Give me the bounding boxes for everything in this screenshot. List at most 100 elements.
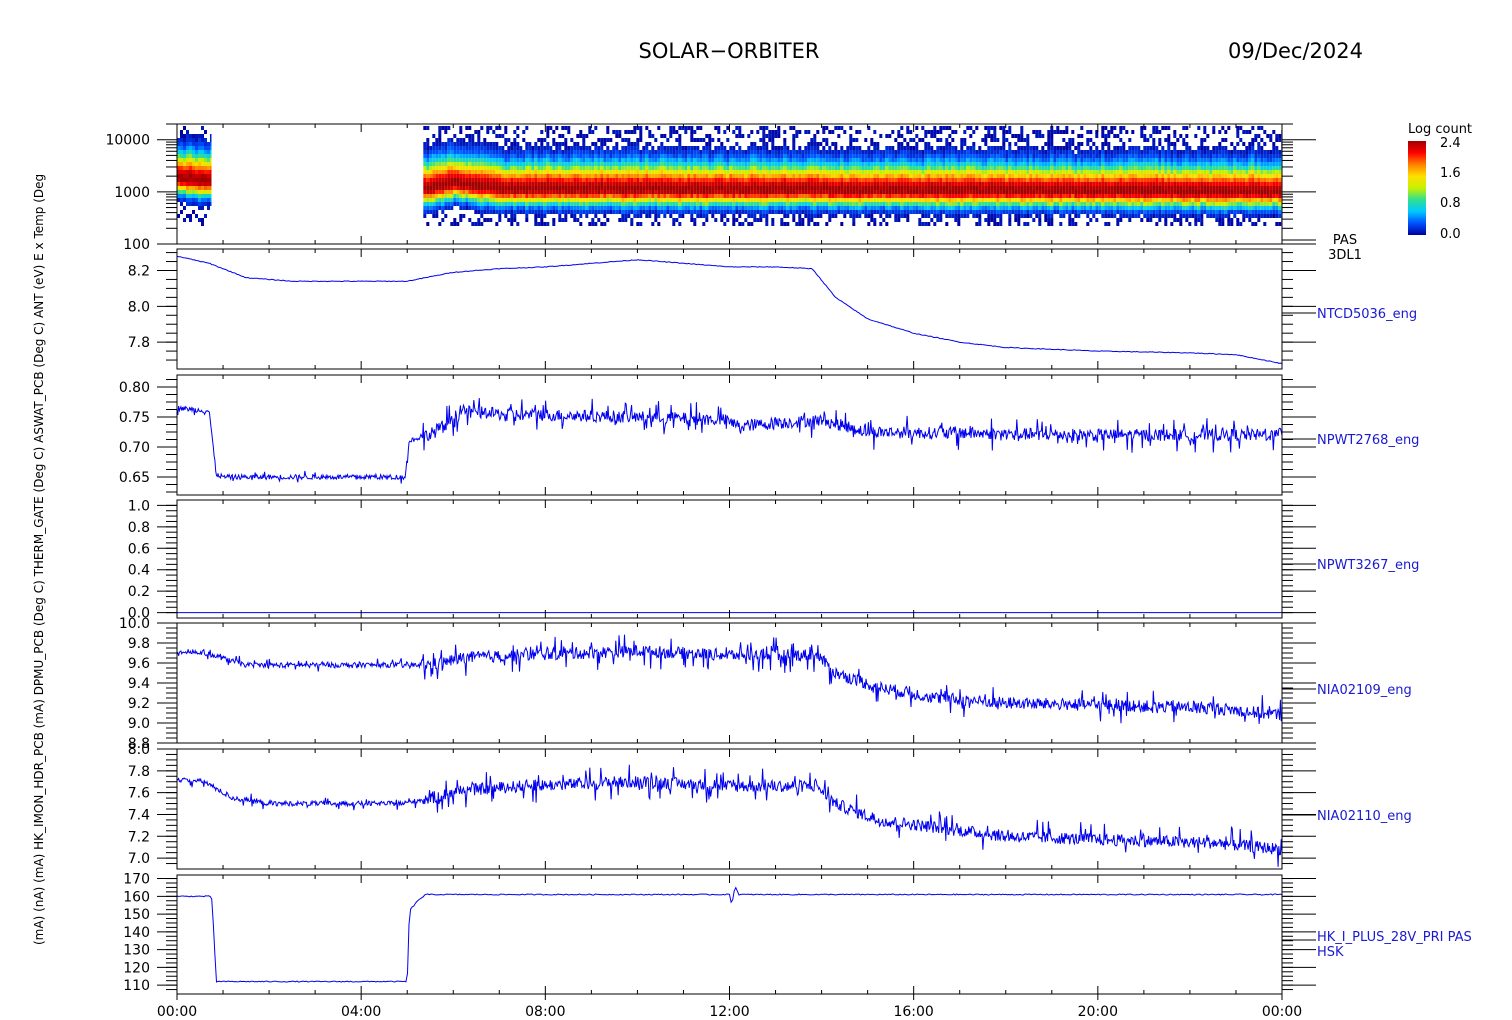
spectrogram-cell (1119, 150, 1123, 154)
spectrogram-cell (843, 178, 847, 182)
spectrogram-cell (1128, 206, 1132, 210)
spectrogram-cell (1107, 186, 1111, 190)
spectrogram-cell (642, 206, 646, 210)
spectrogram-cell (687, 146, 691, 150)
spectrogram-cell (846, 158, 850, 162)
spectrogram-cell (858, 186, 862, 190)
spectrogram-cell (852, 178, 856, 182)
spectrogram-cell (570, 170, 574, 174)
spectrogram-cell (888, 166, 892, 170)
spectrogram-cell (1002, 206, 1006, 210)
spectrogram-cell (180, 138, 183, 142)
spectrogram-cell (483, 162, 487, 166)
spectrogram-cell (423, 154, 427, 158)
spectrogram-cell (957, 190, 961, 194)
spectrogram-cell (177, 138, 180, 142)
spectrogram-cell (912, 178, 916, 182)
spectrogram-cell (921, 166, 925, 170)
spectrogram-cell (783, 202, 787, 206)
spectrogram-cell (456, 142, 460, 146)
spectrogram-cell (870, 194, 874, 198)
spectrogram-cell (1110, 206, 1114, 210)
spectrogram-cell (714, 186, 718, 190)
spectrogram-cell (660, 182, 664, 186)
spectrogram-cell (951, 166, 955, 170)
date-label: 09/Dec/2024 (1228, 39, 1363, 63)
spectrogram-cell (528, 198, 532, 202)
spectrogram-cell (633, 214, 637, 218)
spectrogram-cell (708, 194, 712, 198)
spectrogram-cell (915, 198, 919, 202)
spectrogram-cell (591, 154, 595, 158)
spectrogram-cell (924, 222, 928, 226)
spectrogram-cell (528, 174, 532, 178)
spectrogram-cell (1065, 170, 1069, 174)
spectrogram-cell (990, 218, 994, 222)
y-axis-title: (mA) (nA) (mA) HK_IMON_HDR_PCB (mA) DPMU… (32, 174, 46, 945)
spectrogram-cell (621, 202, 625, 206)
spectrogram-cell (696, 206, 700, 210)
spectrogram-cell (687, 126, 691, 130)
spectrogram-cell (462, 150, 466, 154)
spectrogram-cell (693, 198, 697, 202)
spectrogram-cell (963, 198, 967, 202)
spectrogram-cell (210, 174, 212, 178)
spectrogram-cell (516, 150, 520, 154)
spectrogram-cell (804, 166, 808, 170)
spectrogram-cell (570, 214, 574, 218)
spectrogram-cell (822, 202, 826, 206)
spectrogram-cell (516, 206, 520, 210)
spectrogram-cell (741, 190, 745, 194)
spectrogram-cell (666, 198, 670, 202)
spectrogram-cell (576, 182, 580, 186)
spectrogram-cell (522, 182, 526, 186)
spectrogram-cell (1071, 190, 1075, 194)
spectrogram-cell (915, 166, 919, 170)
spectrogram-cell (534, 222, 538, 226)
spectrogram-cell (828, 162, 832, 166)
spectrogram-cell (666, 166, 670, 170)
spectrogram-cell (198, 206, 201, 210)
spectrogram-cell (900, 162, 904, 166)
spectrogram-cell (1098, 206, 1102, 210)
spectrogram-cell (909, 210, 913, 214)
spectrogram-cell (681, 146, 685, 150)
spectrogram-cell (483, 206, 487, 210)
spectrogram-cell (1038, 186, 1042, 190)
spectrogram-cell (207, 194, 210, 198)
spectrogram-cell (822, 138, 826, 142)
spectrogram-cell (555, 170, 559, 174)
spectrogram-cell (1104, 174, 1108, 178)
spectrogram-cell (1026, 166, 1030, 170)
spectrogram-cell (1056, 146, 1060, 150)
spectrogram-cell (969, 210, 973, 214)
spectrogram-cell (702, 146, 706, 150)
spectrogram-cell (198, 162, 201, 166)
spectrogram-cell (540, 170, 544, 174)
spectrogram-cell (675, 194, 679, 198)
spectrogram-cell (888, 170, 892, 174)
spectrogram-cell (453, 222, 457, 226)
spectrogram-cell (639, 166, 643, 170)
spectrogram-cell (1134, 214, 1138, 218)
spectrogram-cell (918, 202, 922, 206)
spectrogram-cell (693, 210, 697, 214)
spectrogram-cell (684, 162, 688, 166)
spectrogram-cell (552, 178, 556, 182)
spectrogram-cell (561, 158, 565, 162)
spectrogram-cell (873, 146, 877, 150)
spectrogram-cell (810, 146, 814, 150)
spectrogram-cell (591, 142, 595, 146)
spectrogram-cell (1107, 130, 1111, 134)
spectrogram-cell (585, 190, 589, 194)
spectrogram-cell (189, 190, 192, 194)
spectrogram-cell (177, 170, 180, 174)
spectrogram-cell (870, 142, 874, 146)
spectrogram-cell (549, 210, 553, 214)
spectrogram-cell (441, 146, 445, 150)
spectrogram-cell (432, 190, 436, 194)
spectrogram-cell (654, 218, 658, 222)
spectrogram-cell (756, 198, 760, 202)
spectrogram-cell (972, 178, 976, 182)
spectrogram-cell (855, 158, 859, 162)
